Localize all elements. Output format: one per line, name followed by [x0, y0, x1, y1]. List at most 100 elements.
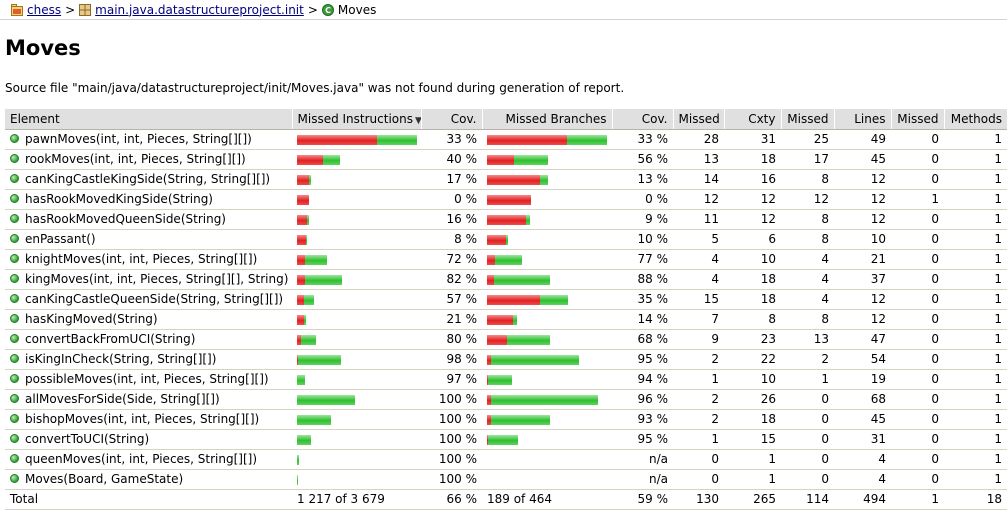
method-icon — [10, 214, 19, 223]
methods: 1 — [944, 169, 1007, 190]
breadcrumb-separator: > — [65, 2, 76, 17]
branches-bar-cell — [482, 169, 612, 190]
table-row: hasRookMovedQueenSide(String) 16 % 9 % 11 12… — [5, 209, 1007, 230]
method-icon — [10, 414, 19, 423]
branches-missed-bar — [487, 274, 494, 285]
method-name-link[interactable]: canKingCastleQueenSide(String, String[][… — [25, 292, 284, 306]
project-icon — [11, 3, 23, 16]
missed-methods: 0 — [891, 249, 944, 270]
methods: 1 — [944, 409, 1007, 430]
lines: 4 — [834, 449, 891, 470]
method-icon — [10, 294, 19, 303]
method-name-link[interactable]: pawnMoves(int, int, Pieces, String[][]) — [25, 132, 252, 146]
method-name-link[interactable]: bishopMoves(int, int, Pieces, String[][]… — [25, 412, 260, 426]
complexity: 16 — [724, 169, 781, 190]
instructions-missed-bar — [297, 294, 304, 305]
breadcrumb-package-link[interactable]: main.java.datastructureproject.init — [95, 2, 304, 17]
missed-complexity: 4 — [673, 269, 724, 290]
method-name-link[interactable]: possibleMoves(int, int, Pieces, String[]… — [25, 372, 269, 386]
method-name-link[interactable]: kingMoves(int, int, Pieces, String[][], … — [25, 272, 289, 286]
instructions-coverage: 0 % — [421, 189, 482, 210]
method-name-link[interactable]: knightMoves(int, int, Pieces, String[][]… — [25, 252, 258, 266]
branches-covered-bar — [495, 254, 522, 265]
header-lines[interactable]: Lines — [833, 109, 891, 130]
branches-coverage: n/a — [612, 449, 673, 470]
method-icon — [10, 474, 19, 483]
missed-methods: 0 — [891, 209, 944, 230]
instructions-bar-cell — [292, 469, 421, 490]
method-name-link[interactable]: queenMoves(int, int, Pieces, String[][]) — [25, 452, 258, 466]
complexity: 12 — [724, 209, 781, 230]
complexity: 31 — [724, 129, 781, 150]
branches-coverage: 10 % — [612, 229, 673, 250]
methods: 1 — [944, 369, 1007, 390]
methods: 1 — [944, 209, 1007, 230]
method-name-link[interactable]: rookMoves(int, int, Pieces, String[][]) — [25, 152, 246, 166]
instructions-covered-bar — [305, 274, 342, 285]
method-name-link[interactable]: hasRookMovedQueenSide(String) — [25, 212, 226, 226]
header-branches-coverage[interactable]: Cov. — [611, 109, 673, 130]
element-cell: pawnMoves(int, int, Pieces, String[][]) — [5, 129, 292, 150]
branches-coverage: 94 % — [612, 369, 673, 390]
missed-methods: 0 — [891, 429, 944, 450]
lines: 47 — [834, 329, 891, 350]
method-name-link[interactable]: hasRookMovedKingSide(String) — [25, 192, 213, 206]
missed-lines: 8 — [781, 169, 834, 190]
method-name-link[interactable]: enPassant() — [25, 232, 96, 246]
branches-bar-cell — [482, 329, 612, 350]
instructions-coverage: 80 % — [421, 329, 482, 350]
element-cell: hasKingMoved(String) — [5, 309, 292, 330]
instructions-coverage: 100 % — [421, 449, 482, 470]
method-name-link[interactable]: Moves(Board, GameState) — [25, 472, 184, 486]
header-missed-branches[interactable]: Missed Branches — [481, 109, 612, 130]
instructions-missed-bar — [297, 254, 305, 265]
total-branches: 189 of 464 — [482, 489, 612, 510]
table-row: enPassant() 8 % 10 % 5 6 8 10 0 1 — [5, 229, 1007, 250]
missed-methods: 0 — [891, 149, 944, 170]
method-name-link[interactable]: canKingCastleKingSide(String, String[][]… — [25, 172, 271, 186]
instructions-bar-cell — [292, 249, 421, 270]
header-element[interactable]: Element — [5, 109, 292, 130]
method-name-link[interactable]: allMovesForSide(Side, String[][]) — [25, 392, 220, 406]
method-name-link[interactable]: convertToUCI(String) — [25, 432, 150, 446]
method-name-link[interactable]: isKingInCheck(String, String[][]) — [25, 352, 217, 366]
total-instructions: 1 217 of 3 679 — [292, 489, 421, 510]
header-missed-methods[interactable]: Missed — [890, 109, 944, 130]
breadcrumb-project-link[interactable]: chess — [27, 2, 62, 17]
missed-methods: 0 — [891, 309, 944, 330]
header-instructions-coverage[interactable]: Cov. — [420, 109, 482, 130]
method-name-link[interactable]: hasKingMoved(String) — [25, 312, 158, 326]
element-cell: convertToUCI(String) — [5, 429, 292, 450]
method-name-link[interactable]: convertBackFromUCI(String) — [25, 332, 196, 346]
complexity: 18 — [724, 409, 781, 430]
lines: 4 — [834, 469, 891, 490]
missed-lines: 4 — [781, 249, 834, 270]
method-icon — [10, 314, 19, 323]
branches-missed-bar — [487, 434, 488, 445]
header-complexity[interactable]: Cxty — [723, 109, 781, 130]
instructions-covered-bar — [305, 254, 327, 265]
table-row: kingMoves(int, int, Pieces, String[][], … — [5, 269, 1007, 290]
methods: 1 — [944, 229, 1007, 250]
branches-covered-bar — [494, 274, 550, 285]
branches-missed-bar — [487, 414, 491, 425]
instructions-missed-bar — [297, 314, 304, 325]
missed-complexity: 28 — [673, 129, 724, 150]
branches-missed-bar — [487, 394, 491, 405]
header-missed-complexity[interactable]: Missed — [672, 109, 724, 130]
svg-text:C: C — [325, 6, 331, 15]
header-methods[interactable]: Methods — [943, 109, 1007, 130]
method-icon — [10, 194, 19, 203]
lines: 54 — [834, 349, 891, 370]
complexity: 23 — [724, 329, 781, 350]
method-icon — [10, 234, 19, 243]
total-label: Total — [5, 489, 292, 510]
complexity: 22 — [724, 349, 781, 370]
header-missed-lines[interactable]: Missed — [780, 109, 834, 130]
header-missed-instructions[interactable]: Missed Instructions▼ — [291, 109, 421, 130]
missed-complexity: 1 — [673, 369, 724, 390]
total-missed-complexity: 130 — [673, 489, 724, 510]
missed-methods: 0 — [891, 369, 944, 390]
element-cell: convertBackFromUCI(String) — [5, 329, 292, 350]
method-icon — [10, 434, 19, 443]
